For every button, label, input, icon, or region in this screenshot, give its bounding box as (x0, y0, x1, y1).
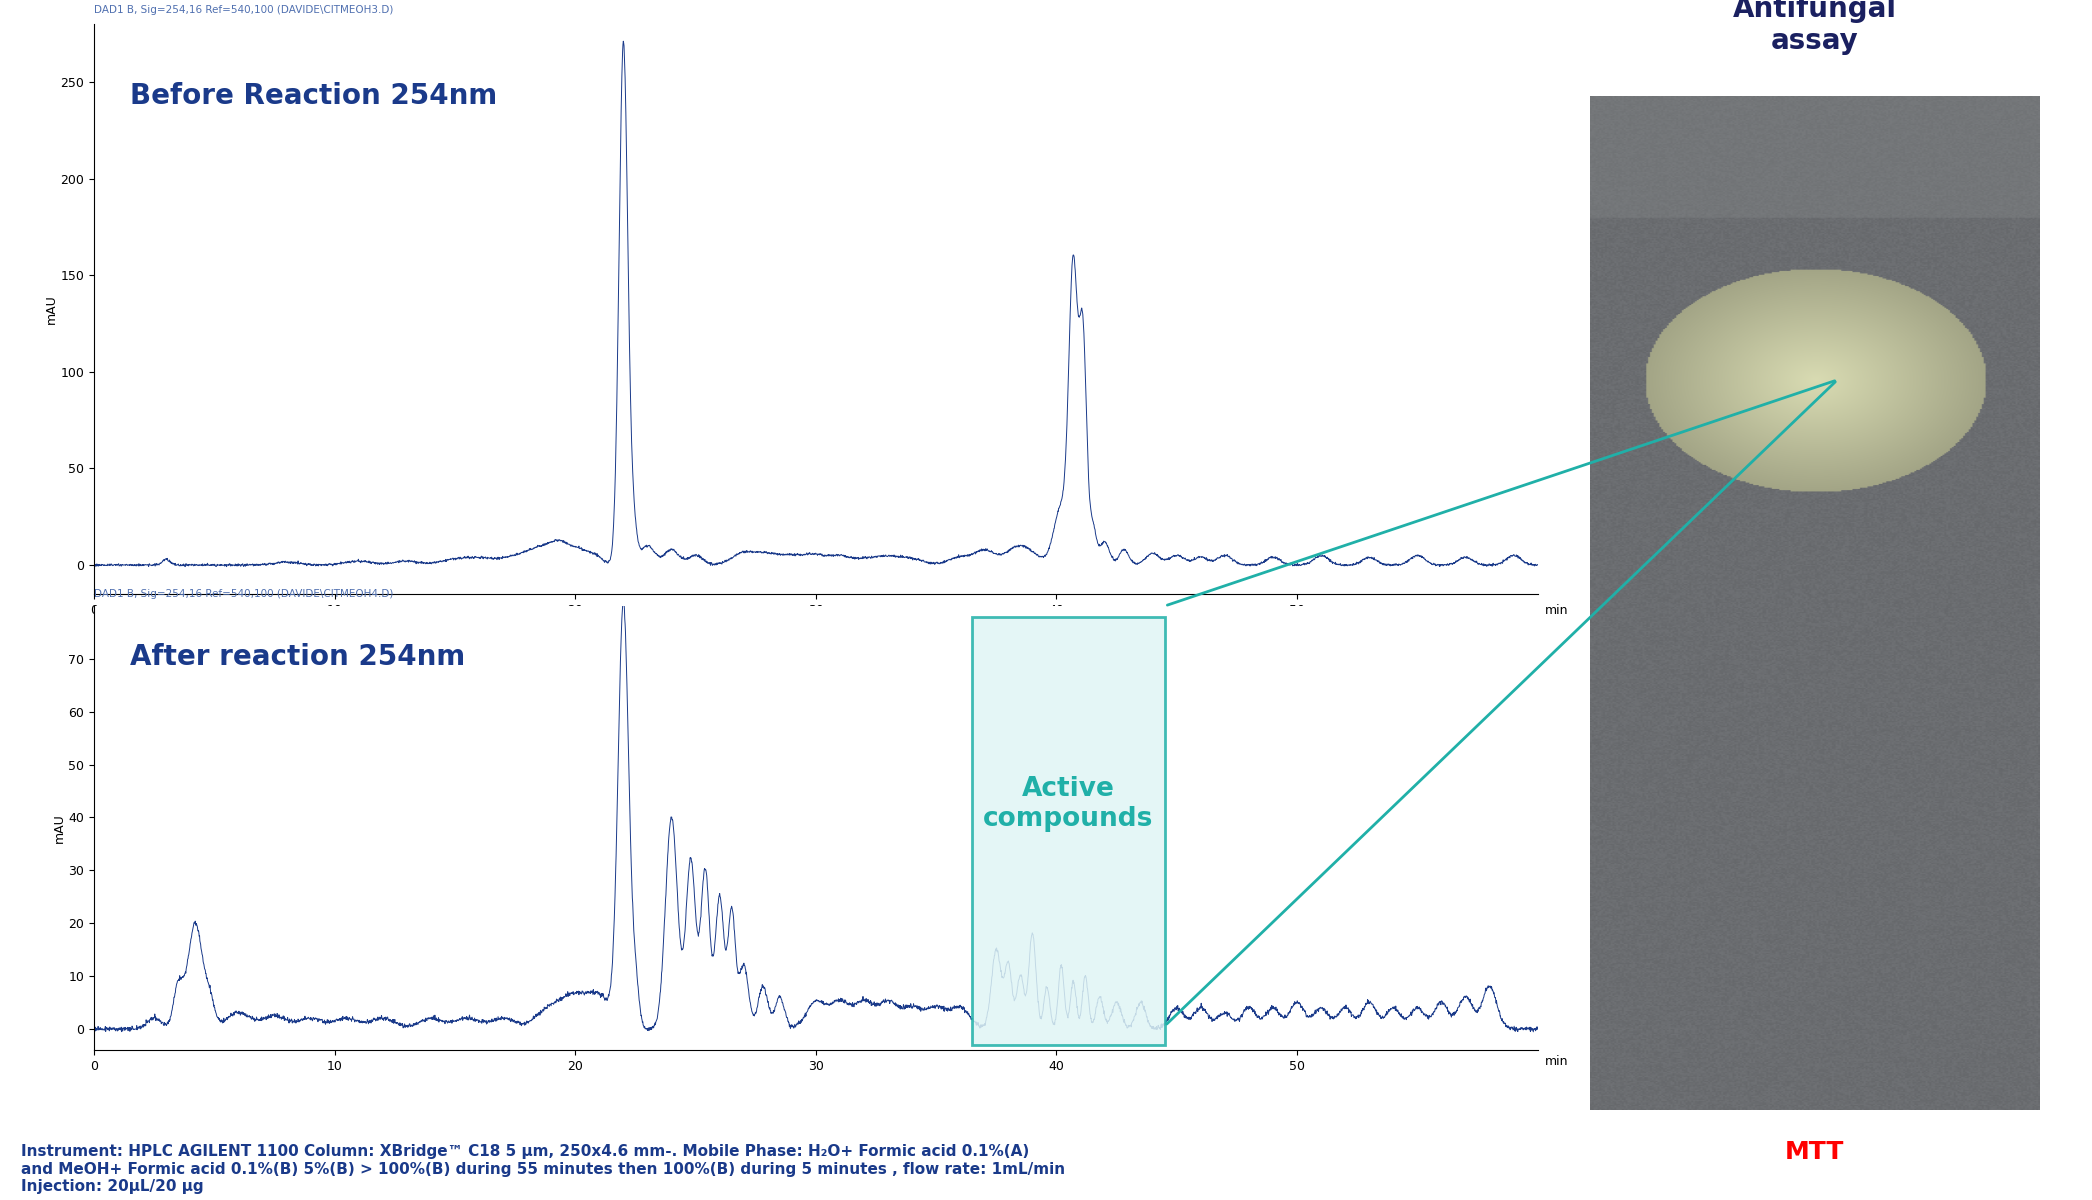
Text: DAD1 B, Sig=254,16 Ref=540,100 (DAVIDE\CITMEOH3.D): DAD1 B, Sig=254,16 Ref=540,100 (DAVIDE\C… (94, 6, 393, 16)
Text: After reaction 254nm: After reaction 254nm (130, 643, 467, 671)
Text: Antifungal
assay: Antifungal assay (1732, 0, 1897, 55)
Y-axis label: mAU: mAU (52, 814, 65, 842)
Text: Before Reaction 254nm: Before Reaction 254nm (130, 82, 498, 110)
Text: MTT: MTT (1784, 1140, 1845, 1164)
Text: DAD1 B, Sig=254,16 Ref=540,100 (DAVIDE\CITMEOH4.D): DAD1 B, Sig=254,16 Ref=540,100 (DAVIDE\C… (94, 589, 393, 599)
Text: Active
compounds: Active compounds (983, 776, 1153, 833)
Text: Instrument: HPLC AGILENT 1100 Column: XBridge™ C18 5 μm, 250x4.6 mm-. Mobile Pha: Instrument: HPLC AGILENT 1100 Column: XB… (21, 1145, 1065, 1194)
Y-axis label: mAU: mAU (44, 294, 59, 324)
Text: min: min (1544, 1055, 1569, 1068)
FancyBboxPatch shape (973, 617, 1165, 1045)
Text: min: min (1544, 604, 1569, 617)
